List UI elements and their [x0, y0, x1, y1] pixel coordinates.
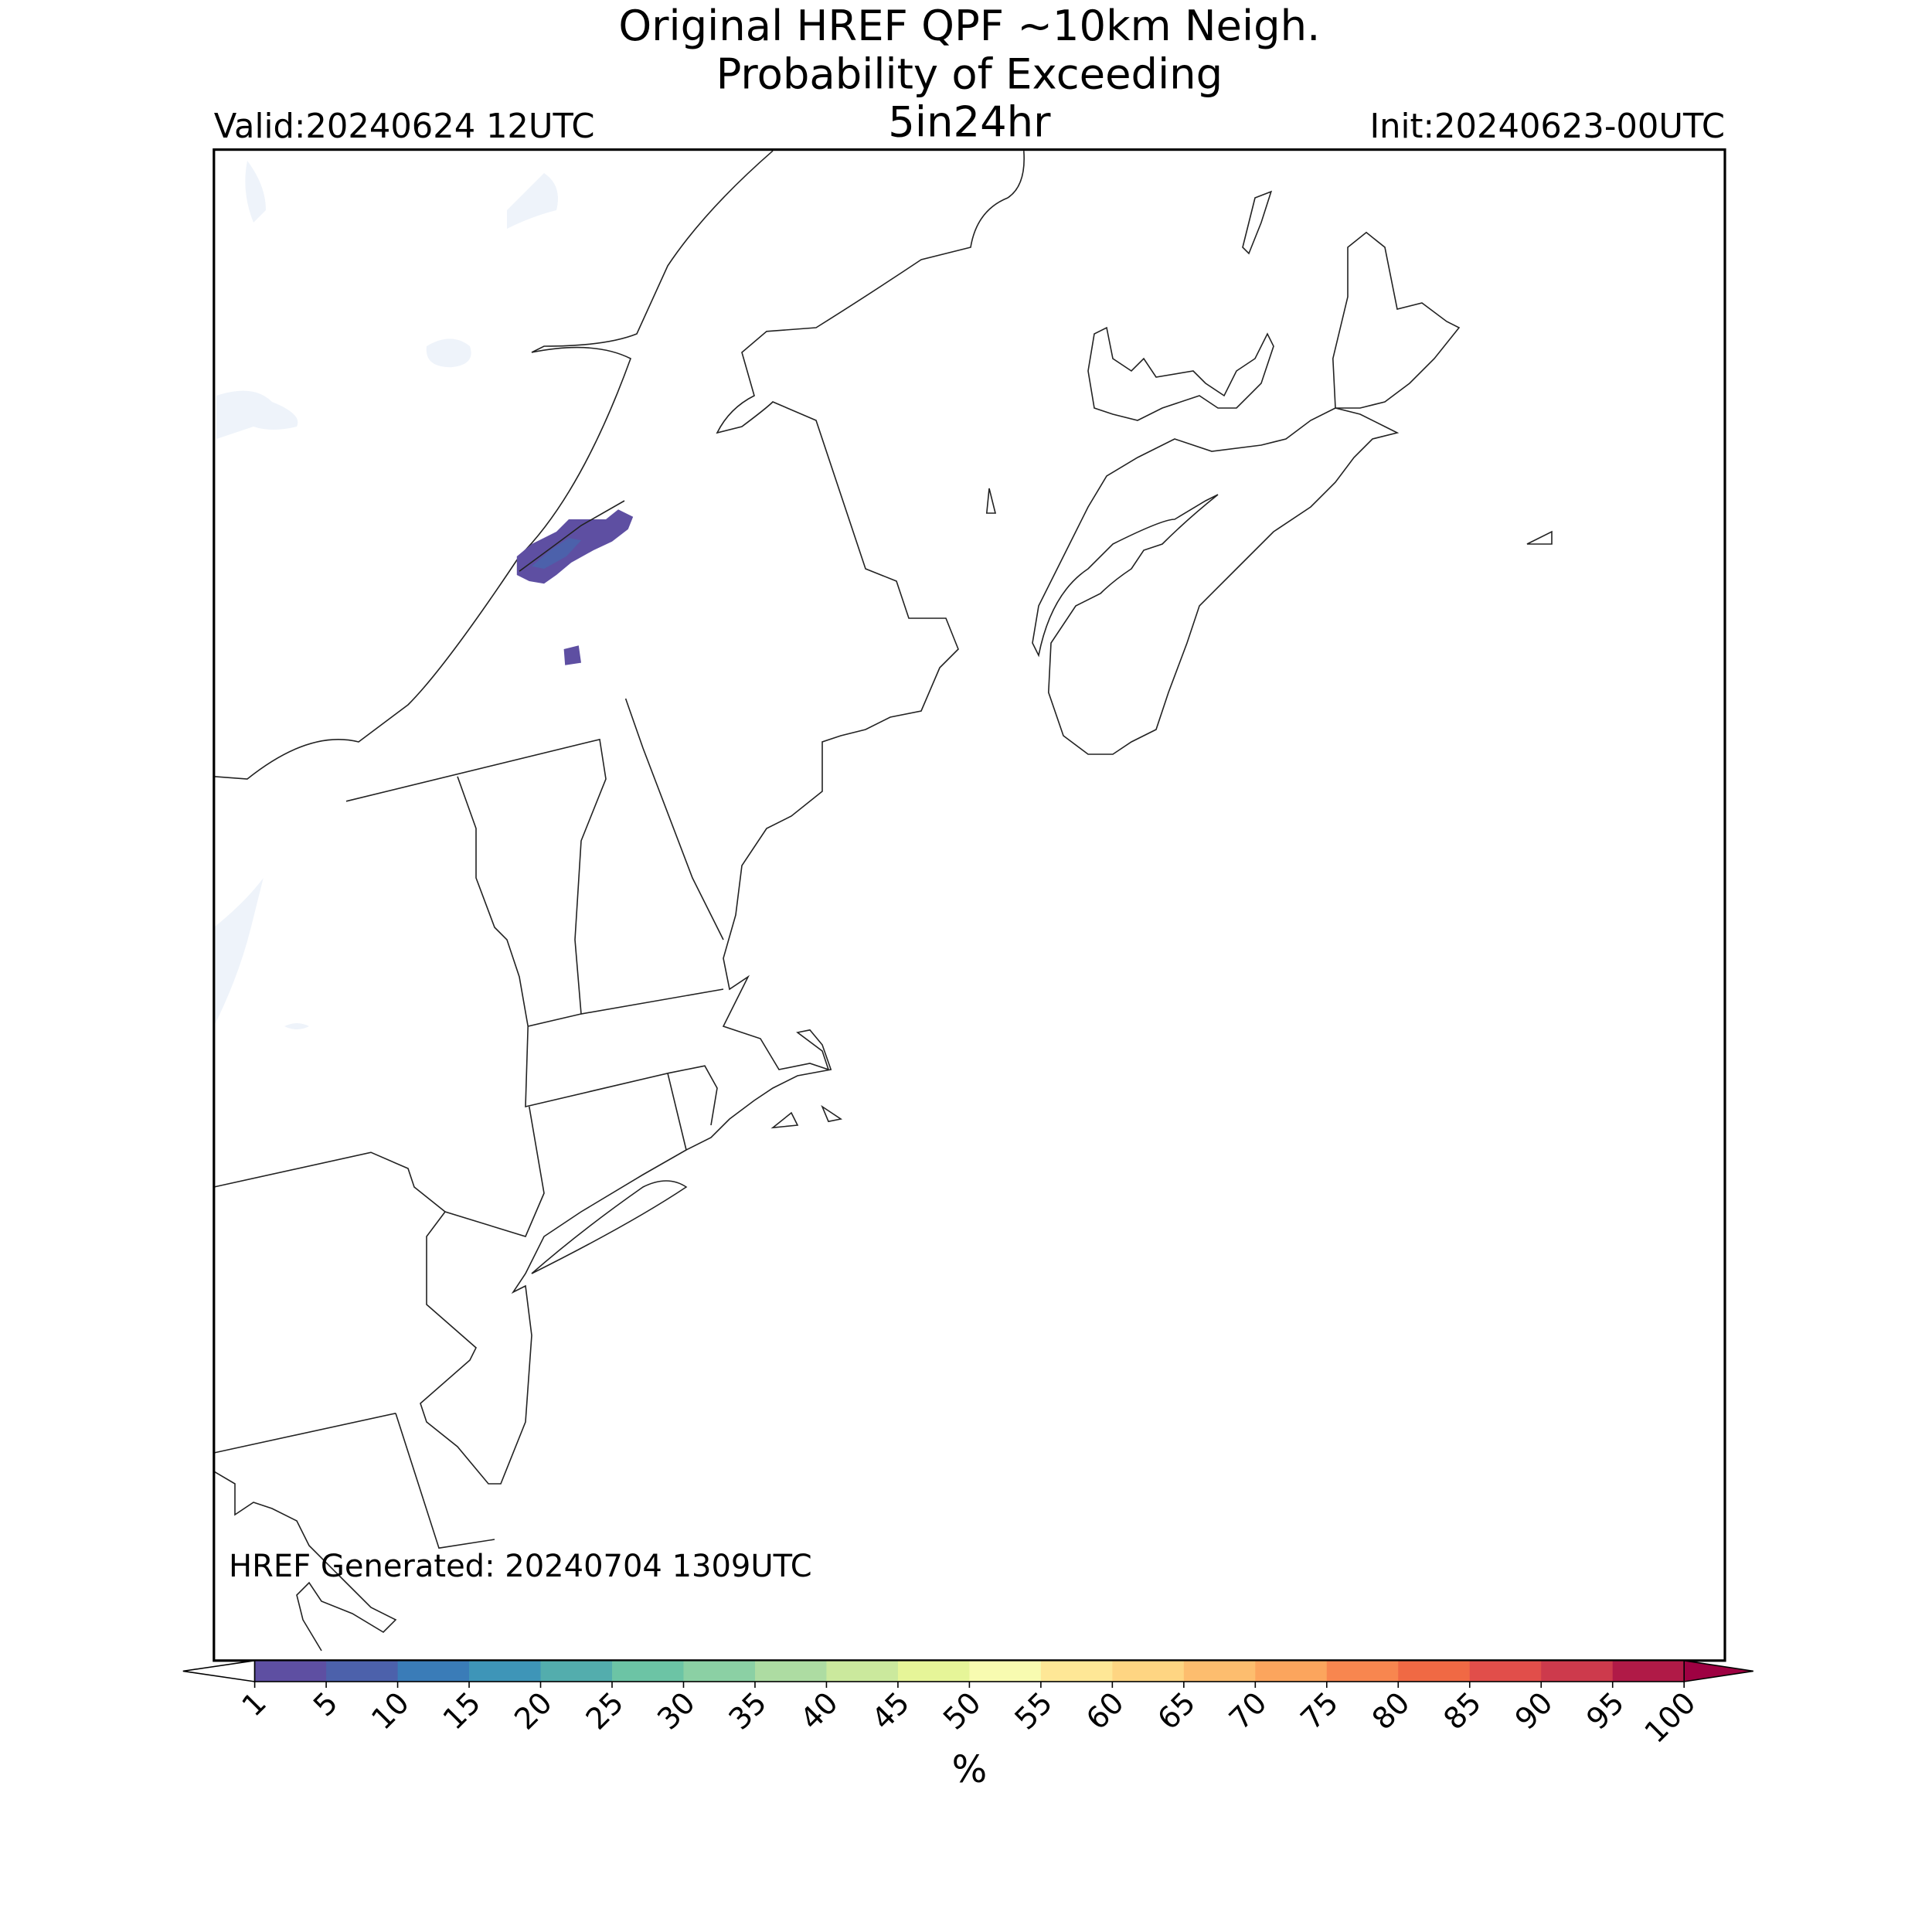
colorbar-tick-label: 95 — [1580, 1685, 1631, 1736]
colorbar-segment — [1469, 1660, 1543, 1682]
colorbar-label: % — [952, 1748, 988, 1791]
colorbar-tick-label: 10 — [365, 1685, 416, 1736]
colorbar-segment — [1541, 1660, 1614, 1682]
colorbar-tick-label: 40 — [794, 1685, 845, 1736]
colorbar-segment — [1040, 1660, 1114, 1682]
colorbar-segment — [683, 1660, 756, 1682]
colorbar-segment — [897, 1660, 971, 1682]
colorbar-under — [182, 1659, 256, 1682]
colorbar-tick-label: 15 — [437, 1685, 488, 1736]
colorbar-tick-label: 75 — [1294, 1685, 1345, 1736]
colorbar-tick-label: 20 — [508, 1685, 559, 1736]
colorbar-segment — [612, 1660, 685, 1682]
colorbar-segment — [1612, 1660, 1685, 1682]
valid-time: Valid:20240624 12UTC — [214, 107, 595, 146]
colorbar-segment — [540, 1660, 613, 1682]
colorbar: 1 5 10 15 20 25 30 35 40 45 50 55 60 65 70 75 80 85 90 95 10… — [182, 1659, 1753, 1750]
colorbar-tick-label: 45 — [866, 1685, 917, 1736]
colorbar-tick-label: 80 — [1366, 1685, 1417, 1736]
colorbar-segment — [1398, 1660, 1471, 1682]
colorbar-tick-label: 85 — [1437, 1685, 1488, 1736]
basemap — [213, 150, 1553, 1651]
colorbar-segment — [754, 1660, 828, 1682]
colorbar-tick-label: 60 — [1080, 1685, 1131, 1736]
colorbar-segment — [969, 1660, 1042, 1682]
colorbar-tick-label: 90 — [1509, 1685, 1560, 1736]
colorbar-tick-label: 65 — [1151, 1685, 1202, 1736]
colorbar-segment — [1183, 1660, 1257, 1682]
colorbar-tick-label: 25 — [580, 1685, 631, 1736]
colorbar-segment — [1255, 1660, 1328, 1682]
colorbar-tick-label: 100 — [1638, 1685, 1703, 1750]
colorbar-segment — [397, 1660, 470, 1682]
init-time: Init:20240623-00UTC — [1369, 107, 1725, 146]
colorbar-segment — [469, 1660, 542, 1682]
colorbar-tick-label: 70 — [1223, 1685, 1274, 1736]
title: Original HREF QPF ~10km Neigh. — [618, 2, 1320, 50]
footnote: HREF Generated: 20240704 1309UTC — [229, 1549, 812, 1584]
colorbar-segment — [826, 1660, 899, 1682]
colorbar-segment — [254, 1660, 327, 1682]
colorbar-tick-label: 5 — [307, 1685, 345, 1723]
colorbar-tick-label: 35 — [723, 1685, 774, 1736]
colorbar-over — [1683, 1659, 1753, 1682]
colorbar-segment — [326, 1660, 399, 1682]
colorbar-segment — [1112, 1660, 1185, 1682]
map-frame — [213, 148, 1726, 1662]
threshold: 5in24hr — [888, 98, 1051, 147]
colorbar-segment — [1326, 1660, 1400, 1682]
precip-area — [516, 500, 634, 665]
colorbar-tick-label: 1 — [236, 1685, 274, 1723]
colorbar-tick-label: 50 — [937, 1685, 988, 1736]
colorbar-tick-label: 30 — [651, 1685, 702, 1736]
colorbar-tick-label: 55 — [1009, 1685, 1060, 1736]
subtitle: Probability of Exceeding — [716, 49, 1223, 98]
